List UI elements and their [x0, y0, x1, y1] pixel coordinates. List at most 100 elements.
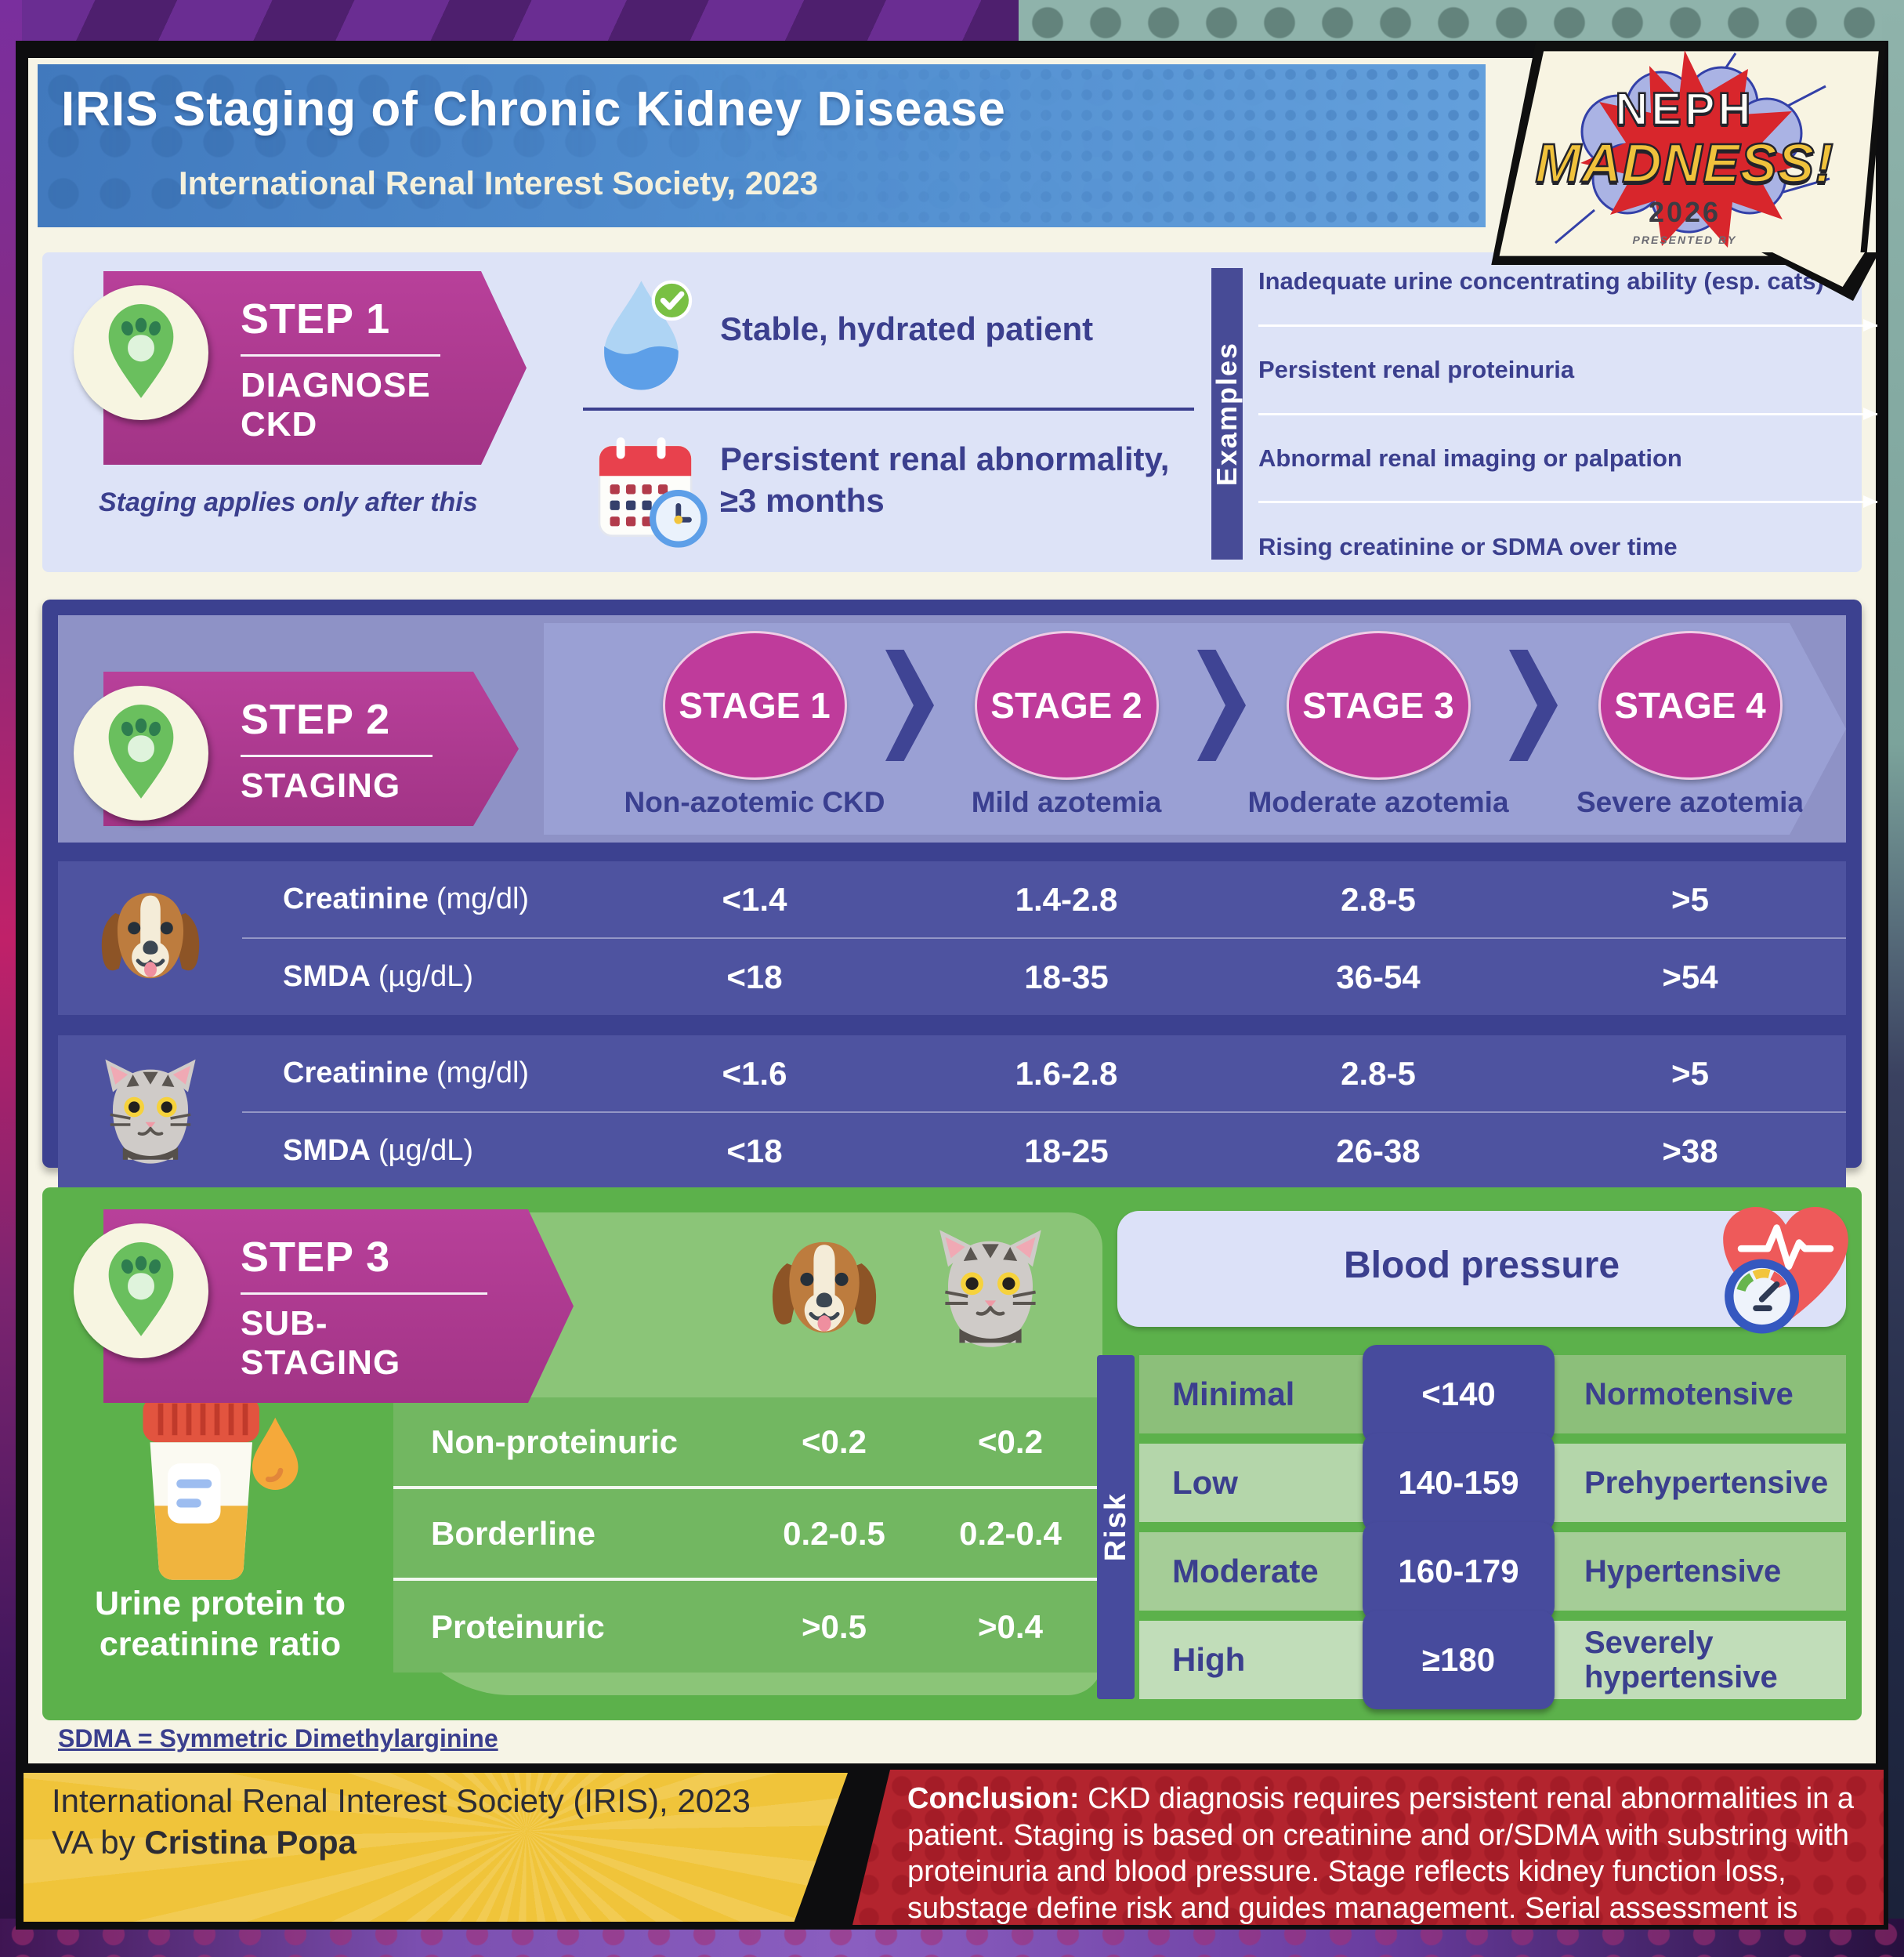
cat-table-block: Creatinine (mg/dl) <1.6 1.6-2.8 2.8-5 >5…	[58, 1035, 1846, 1189]
calendar-clock-icon	[591, 431, 708, 553]
analyte-label: SMDA (µg/dL)	[283, 1134, 474, 1167]
example-item: Abnormal renal imaging or palpation	[1258, 444, 1682, 472]
analyte-label: Creatinine (mg/dl)	[242, 861, 599, 939]
stage-3-caption: Moderate azotemia	[1247, 786, 1509, 818]
urine-table: Non-proteinuric <0.2 <0.2 Borderline 0.2…	[393, 1397, 1102, 1673]
dog-icon	[758, 1223, 891, 1361]
sunburst-pattern	[24, 1773, 848, 1922]
example-item: Inadequate urine concentrating ability (…	[1258, 267, 1824, 295]
stage-cell: STAGE 1	[599, 631, 910, 780]
cat-smda-stage3: 26-38	[1336, 1132, 1421, 1169]
arrow-divider	[1258, 318, 1877, 332]
cat-value: 0.2-0.4	[959, 1514, 1062, 1552]
banner-divider	[241, 755, 433, 757]
paw-pin-icon	[74, 686, 208, 821]
logo-line2: MADNESS!	[1534, 132, 1834, 195]
stage-3-oval: STAGE 3	[1287, 631, 1471, 780]
dog-smda-stage3: 36-54	[1336, 958, 1421, 995]
dog-value: 0.2-0.5	[783, 1514, 885, 1552]
banner-divider	[241, 1292, 487, 1295]
arrow-divider	[1258, 495, 1877, 509]
blood-pressure-table: Risk Minimal <140 Normotensive Low 140-1…	[1097, 1345, 1846, 1709]
bp-row-low: Low 140-159 Prehypertensive	[1139, 1433, 1846, 1532]
step3-title: SUB-STAGING	[241, 1304, 401, 1382]
step3-banner: STEP 3 SUB-STAGING	[103, 1209, 574, 1403]
cat-smda-stage4: >38	[1662, 1132, 1718, 1169]
criterion-text: Stable, hydrated patient	[720, 310, 1094, 347]
stage-cell: STAGE 2	[910, 631, 1222, 780]
stage-cell: STAGE 4	[1534, 631, 1846, 780]
risk-level: Minimal	[1172, 1375, 1295, 1412]
step1-title: DIAGNOSE CKD	[241, 366, 431, 444]
cat-creatinine-stage2: 1.6-2.8	[910, 1035, 1222, 1113]
urine-table-header	[393, 1219, 1102, 1375]
logo-line1: NEPH	[1614, 83, 1754, 136]
table-row: Non-proteinuric <0.2 <0.2	[393, 1397, 1102, 1489]
stage-2-oval: STAGE 2	[975, 631, 1159, 780]
example-item: Persistent renal proteinuria	[1258, 355, 1575, 383]
dog-smda-stage2: 18-35	[1024, 958, 1109, 995]
bp-range-pill: <140	[1363, 1345, 1555, 1444]
bp-row-minimal: Minimal <140 Normotensive	[1139, 1345, 1846, 1444]
bp-row-moderate: Moderate 160-179 Hypertensive	[1139, 1522, 1846, 1621]
blood-pressure-header: Blood pressure	[1117, 1207, 1848, 1334]
dog-value: <0.2	[802, 1422, 867, 1460]
divider	[583, 408, 1194, 411]
step3-label: STEP 3	[241, 1234, 391, 1281]
category-label: Borderline	[431, 1514, 596, 1552]
credit-box: International Renal Interest Society (IR…	[24, 1773, 848, 1922]
examples-list: Inadequate urine concentrating ability (…	[1258, 262, 1877, 566]
halftone-dots	[38, 64, 1486, 227]
table-row: Borderline 0.2-0.5 0.2-0.4	[393, 1489, 1102, 1581]
dog-creatinine-stage1: <1.4	[599, 861, 910, 939]
heart-gauge-icon	[1711, 1192, 1860, 1345]
dog-icon	[58, 861, 242, 1015]
urine-sample-icon	[111, 1385, 323, 1585]
halftone-dots	[852, 1770, 1884, 1925]
cat-icon	[58, 1035, 242, 1189]
cat-smda-stage1: <18	[726, 1132, 783, 1169]
risk-level: High	[1172, 1641, 1246, 1678]
bp-classification: Normotensive	[1584, 1377, 1794, 1412]
table-row: Proteinuric >0.5 >0.4	[393, 1581, 1102, 1673]
bp-classification: Hypertensive	[1584, 1554, 1782, 1589]
step1-panel: STEP 1 DIAGNOSE CKD Staging applies only…	[42, 252, 1877, 572]
step2-label: STEP 2	[241, 696, 391, 743]
nephmadness-logo: NEPH MADNESS! 2026 PRESENTED BY	[1491, 42, 1886, 265]
logo-year: 2026	[1648, 196, 1721, 228]
risk-level: Low	[1172, 1464, 1238, 1501]
paw-pin-icon	[74, 285, 208, 420]
dog-smda-stage1: <18	[726, 958, 783, 995]
stage-4-oval: STAGE 4	[1598, 631, 1783, 780]
paw-pin-icon	[74, 1223, 208, 1358]
risk-vertical-label: Risk	[1097, 1355, 1135, 1699]
examples-vertical-label: Examples	[1211, 268, 1243, 560]
dog-smda-stage4: >54	[1662, 958, 1718, 995]
cat-smda-stage2: 18-25	[1024, 1132, 1109, 1169]
header-banner: IRIS Staging of Chronic Kidney Disease I…	[38, 64, 1486, 227]
step2-panel: STAGE 1 STAGE 2 STAGE 3 STAGE 4	[42, 600, 1862, 1189]
bp-row-high: High ≥180 Severely hypertensive	[1139, 1611, 1846, 1709]
water-drop-check-icon	[591, 274, 700, 404]
stage-row: STAGE 1 STAGE 2 STAGE 3 STAGE 4	[599, 631, 1846, 780]
urine-ratio-title: Urine protein to creatinine ratio	[94, 1585, 346, 1663]
poster-page: IRIS Staging of Chronic Kidney Disease I…	[28, 58, 1877, 1763]
stage-1-caption: Non-azotemic CKD	[624, 786, 885, 818]
bp-range-pill: 160-179	[1363, 1522, 1555, 1621]
banner-divider	[241, 354, 440, 357]
step1-note: Staging applies only after this	[99, 487, 478, 517]
dog-creatinine-stage2: 1.4-2.8	[910, 861, 1222, 939]
stage-captions: Non-azotemic CKD Mild azotemia Moderate …	[599, 786, 1846, 819]
page-title: IRIS Staging of Chronic Kidney Disease	[61, 82, 1006, 136]
arrow-divider	[1258, 407, 1877, 420]
conclusion-box: Conclusion: CKD diagnosis requires persi…	[852, 1770, 1884, 1925]
stage-4-caption: Severe azotemia	[1576, 786, 1804, 818]
dog-creatinine-stage3: 2.8-5	[1222, 861, 1534, 939]
bp-range-pill: 140-159	[1363, 1433, 1555, 1532]
logo-presented-by: PRESENTED BY	[1632, 234, 1737, 246]
abbreviation-note: SDMA = Symmetric Dimethylarginine	[58, 1724, 498, 1752]
conclusion-text: Conclusion: CKD diagnosis requires persi…	[907, 1782, 1855, 1925]
category-label: Proteinuric	[431, 1607, 605, 1645]
example-item: Rising creatinine or SDMA over time	[1258, 532, 1678, 560]
dog-table-block: Creatinine (mg/dl) <1.4 1.4-2.8 2.8-5 >5…	[58, 861, 1846, 1015]
